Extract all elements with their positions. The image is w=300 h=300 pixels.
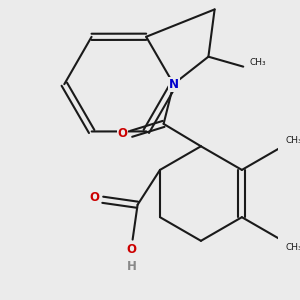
- Text: O: O: [89, 191, 99, 204]
- Text: CH₃: CH₃: [250, 58, 266, 68]
- Text: H: H: [126, 260, 136, 274]
- Text: O: O: [118, 127, 128, 140]
- Text: O: O: [126, 243, 136, 256]
- Text: N: N: [169, 78, 178, 91]
- Text: CH₃: CH₃: [285, 242, 300, 251]
- Text: CH₃: CH₃: [285, 136, 300, 145]
